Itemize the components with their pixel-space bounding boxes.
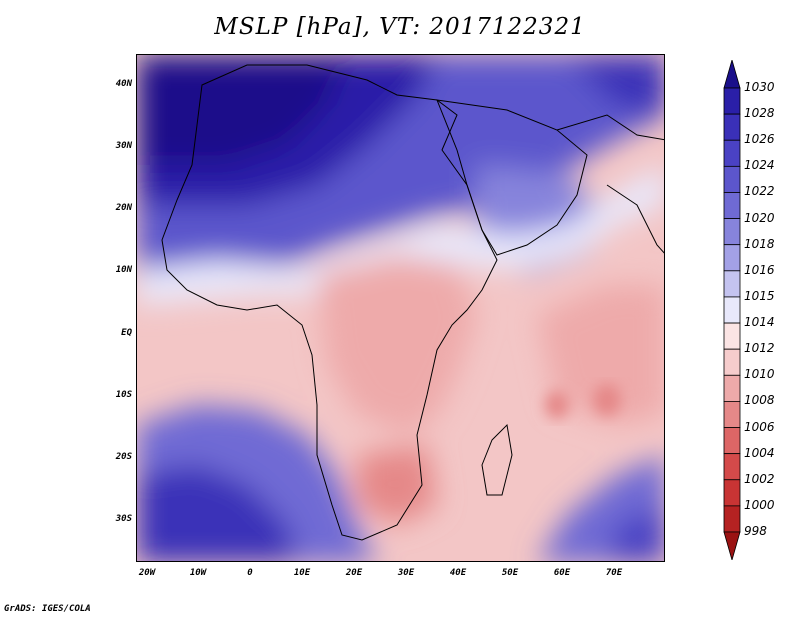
colorbar-cell bbox=[723, 505, 741, 533]
colorbar-level-label: 1015 bbox=[744, 288, 775, 303]
colorbar-cell bbox=[723, 296, 741, 324]
colorbar-level-label: 1004 bbox=[744, 445, 775, 460]
colorbar-cell bbox=[723, 165, 741, 193]
colorbar-level-label: 1016 bbox=[744, 262, 775, 277]
lon-label: 40E bbox=[449, 568, 467, 578]
pressure-field-map bbox=[137, 55, 664, 561]
colorbar-cell bbox=[723, 192, 741, 219]
lon-label: 20W bbox=[138, 568, 156, 578]
colorbar-level-label: 1024 bbox=[744, 158, 775, 173]
lon-label: 30E bbox=[397, 568, 415, 578]
colorbar bbox=[723, 60, 741, 560]
colorbar-level-label: 1018 bbox=[744, 236, 775, 251]
coastlines bbox=[161, 64, 664, 541]
colorbar-level-label: 998 bbox=[744, 524, 767, 538]
footer-credit: GrADS: IGES/COLA bbox=[4, 604, 91, 614]
colorbar-cell bbox=[723, 87, 741, 115]
colorbar-cell bbox=[723, 427, 741, 455]
colorbar-level-label: 1000 bbox=[744, 497, 775, 512]
colorbar-level-label: 1030 bbox=[744, 80, 775, 94]
low-centers bbox=[545, 384, 621, 419]
colorbar-cell bbox=[723, 244, 741, 272]
colorbar-level-label: 1012 bbox=[744, 341, 775, 356]
colorbar-level-label: 1010 bbox=[744, 367, 775, 382]
lon-label: 20E bbox=[345, 568, 363, 578]
colorbar-level-label: 1026 bbox=[744, 132, 775, 147]
colorbar-cell bbox=[723, 322, 741, 350]
lat-label: 20S bbox=[115, 452, 132, 462]
lat-label: 10N bbox=[115, 265, 132, 275]
colorbar-cell bbox=[723, 374, 741, 402]
lon-label: 0 bbox=[247, 568, 253, 578]
lat-label: 40N bbox=[115, 79, 132, 89]
lat-label: 30N bbox=[115, 141, 132, 151]
colorbar-cell bbox=[723, 401, 741, 428]
lat-label: EQ bbox=[121, 328, 132, 338]
map-plot-area bbox=[136, 54, 665, 562]
lon-label: 60E bbox=[553, 568, 571, 578]
map-title: MSLP [hPa], VT: 2017122321 bbox=[214, 14, 586, 40]
colorbar-cell bbox=[723, 270, 741, 298]
colorbar-cell bbox=[723, 139, 741, 167]
colorbar-level-label: 1002 bbox=[744, 471, 775, 486]
colorbar-cell bbox=[723, 479, 741, 507]
colorbar-cell bbox=[723, 453, 741, 481]
lat-label: 10S bbox=[115, 390, 132, 400]
colorbar-level-label: 1020 bbox=[744, 210, 775, 225]
colorbar-cell bbox=[723, 218, 741, 246]
lat-label: 30S bbox=[115, 514, 132, 524]
colorbar-cell bbox=[723, 348, 741, 376]
colorbar-level-label: 1006 bbox=[744, 419, 775, 434]
colorbar-level-label: 1028 bbox=[744, 106, 775, 121]
colorbar-level-label: 1022 bbox=[744, 184, 775, 199]
colorbar-cell bbox=[723, 531, 741, 560]
colorbar-cell bbox=[723, 60, 741, 89]
lon-label: 10E bbox=[293, 568, 311, 578]
colorbar-cell bbox=[723, 113, 741, 141]
lat-label: 20N bbox=[115, 203, 132, 213]
lon-label: 70E bbox=[605, 568, 623, 578]
colorbar-level-label: 1008 bbox=[744, 393, 775, 408]
pressure-contours bbox=[137, 55, 664, 561]
lon-label: 10W bbox=[189, 568, 207, 578]
colorbar-level-label: 1014 bbox=[744, 315, 775, 330]
lon-label: 50E bbox=[501, 568, 519, 578]
